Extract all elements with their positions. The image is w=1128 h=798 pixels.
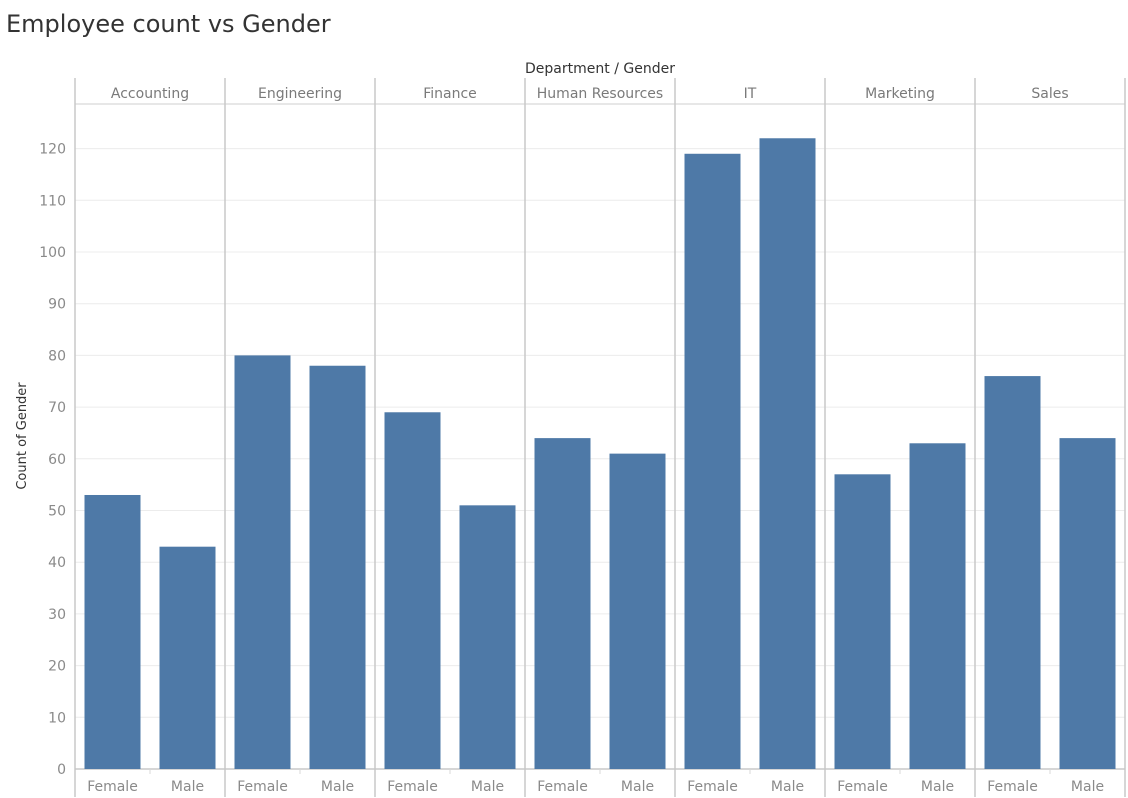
x-tick-label: Male: [771, 779, 804, 795]
y-tick-label: 80: [48, 348, 66, 364]
y-tick-label: 60: [48, 452, 66, 468]
x-tick-label: Female: [237, 779, 288, 795]
y-tick-label: 40: [48, 555, 66, 571]
y-tick-label: 90: [48, 297, 66, 313]
bar: [459, 505, 516, 769]
department-label: IT: [744, 86, 757, 102]
y-tick-label: 20: [48, 659, 66, 675]
department-label: Engineering: [258, 86, 342, 102]
y-tick-label: 0: [57, 762, 66, 778]
x-tick-label: Male: [321, 779, 354, 795]
department-label: Marketing: [865, 86, 935, 102]
x-tick-label: Male: [921, 779, 954, 795]
bar: [384, 412, 441, 769]
bar: [84, 494, 141, 769]
x-tick-label: Female: [687, 779, 738, 795]
x-tick-label: Male: [471, 779, 504, 795]
x-tick-label: Female: [537, 779, 588, 795]
bar: [534, 438, 591, 769]
department-label: Sales: [1031, 86, 1068, 102]
y-tick-label: 110: [39, 193, 66, 209]
bar: [609, 453, 666, 769]
x-tick-label: Female: [387, 779, 438, 795]
bars: [84, 138, 1116, 769]
y-tick-label: 10: [48, 710, 66, 726]
y-tick-label: 100: [39, 245, 66, 261]
bar: [984, 376, 1041, 769]
bar: [834, 474, 891, 769]
bar: [159, 546, 216, 769]
x-tick-label: Female: [987, 779, 1038, 795]
column-header: Department / Gender: [525, 61, 675, 77]
bar: [1059, 438, 1116, 769]
bar: [684, 153, 741, 769]
x-tick-label: Male: [1071, 779, 1104, 795]
bar: [309, 365, 366, 769]
pane-dividers: [74, 78, 1126, 797]
department-label: Finance: [423, 86, 477, 102]
x-tick-label: Female: [837, 779, 888, 795]
y-tick-label: 120: [39, 142, 66, 158]
gridlines: [75, 148, 1125, 718]
y-tick-label: 30: [48, 607, 66, 623]
axes: 0 10 20 30 40 50 60 70 80 90 100 110 120 Accounting Fe…: [39, 86, 1104, 795]
bar: [759, 138, 816, 769]
y-tick-label: 50: [48, 504, 66, 520]
x-tick-label: Female: [87, 779, 138, 795]
y-tick-label: 70: [48, 400, 66, 416]
chart-title: Employee count vs Gender: [6, 10, 331, 38]
x-tick-label: Male: [171, 779, 204, 795]
y-axis-label: Count of Gender: [15, 382, 30, 490]
department-label: Human Resources: [537, 86, 663, 102]
bar: [234, 355, 291, 769]
x-tick-label: Male: [621, 779, 654, 795]
department-label: Accounting: [111, 86, 189, 102]
bar: [909, 443, 966, 769]
